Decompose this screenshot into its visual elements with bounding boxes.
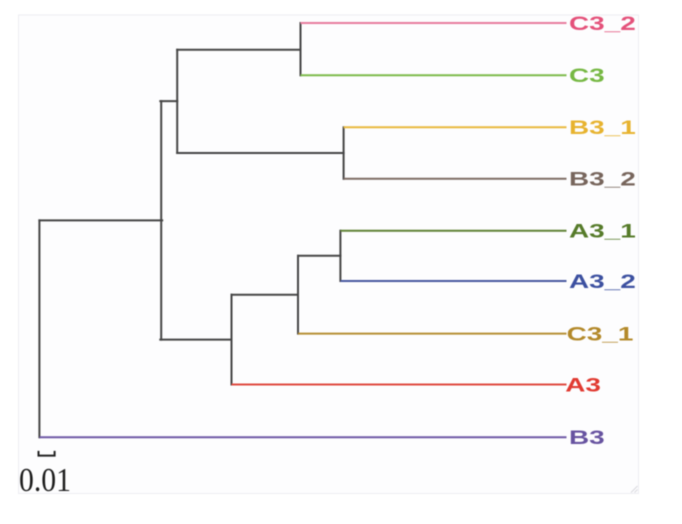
- svg-text:C3: C3: [569, 65, 605, 86]
- svg-text:B3_1: B3_1: [569, 117, 636, 138]
- svg-text:C3_2: C3_2: [569, 13, 636, 34]
- svg-text:B3_2: B3_2: [569, 169, 636, 190]
- svg-text:0.01: 0.01: [19, 462, 71, 499]
- svg-text:B3: B3: [569, 427, 605, 448]
- svg-text:A3_1: A3_1: [569, 221, 636, 242]
- svg-text:A3: A3: [565, 375, 601, 396]
- svg-text:A3_2: A3_2: [569, 271, 636, 292]
- svg-text:C3_1: C3_1: [567, 324, 634, 345]
